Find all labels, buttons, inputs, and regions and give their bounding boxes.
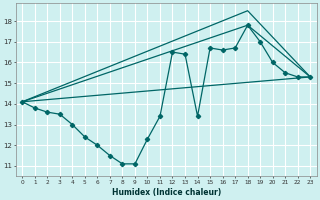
X-axis label: Humidex (Indice chaleur): Humidex (Indice chaleur) <box>112 188 221 197</box>
